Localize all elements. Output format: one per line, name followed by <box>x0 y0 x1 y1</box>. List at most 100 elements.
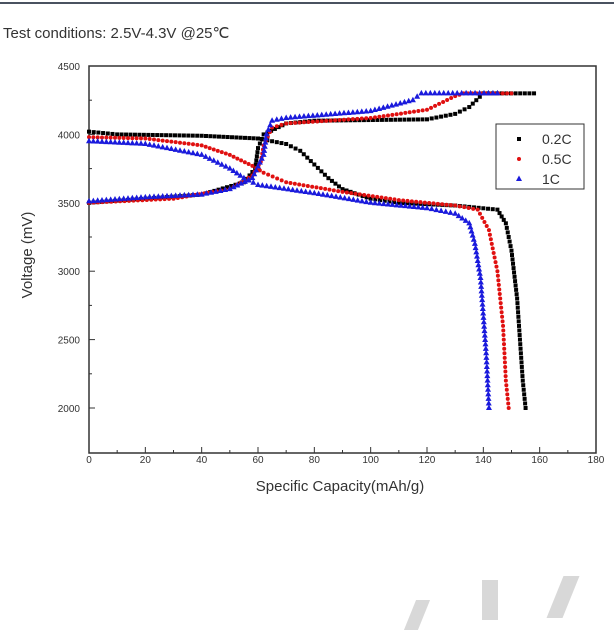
point-0.2C-charge <box>474 98 479 103</box>
point-0.5C-discharge <box>383 196 388 201</box>
point-0.2C-discharge <box>368 196 373 201</box>
point-1C-discharge <box>240 174 247 181</box>
point-1C-discharge <box>452 210 459 216</box>
point-1C-charge <box>384 103 391 109</box>
point-0.2C-discharge <box>401 201 406 206</box>
point-0.2C-discharge <box>507 239 512 244</box>
point-1C-discharge <box>485 399 492 406</box>
point-1C-discharge <box>447 209 454 215</box>
point-1C-charge <box>177 192 183 198</box>
point-0.5C-discharge <box>349 191 354 196</box>
point-1C-charge <box>269 117 276 123</box>
point-1C-charge <box>305 112 312 119</box>
point-0.2C-discharge <box>293 146 298 151</box>
point-0.5C-charge <box>407 110 412 115</box>
point-0.2C-discharge <box>208 134 213 139</box>
point-0.5C-discharge <box>126 136 130 141</box>
point-0.2C-discharge <box>508 244 513 249</box>
point-0.5C-discharge <box>340 189 345 194</box>
point-1C-discharge <box>467 223 474 230</box>
point-1C-discharge <box>237 172 244 178</box>
point-1C-discharge <box>380 200 387 207</box>
point-0.5C-charge <box>429 105 434 110</box>
point-0.5C-discharge <box>152 137 156 142</box>
x-tick-label: 140 <box>475 455 492 466</box>
point-0.2C-discharge <box>247 136 252 141</box>
point-0.5C-charge <box>399 111 403 116</box>
point-0.2C-discharge <box>517 328 522 333</box>
point-1C-charge <box>164 192 170 199</box>
point-0.5C-charge <box>341 117 346 122</box>
point-0.5C-discharge <box>505 392 510 397</box>
point-1C-discharge <box>476 270 483 276</box>
point-0.2C-discharge <box>238 135 243 140</box>
point-0.2C-discharge <box>298 148 303 153</box>
point-0.5C-discharge <box>366 193 371 198</box>
point-1C-charge <box>449 89 456 96</box>
point-0.2C-charge <box>250 170 255 175</box>
point-0.5C-discharge <box>503 364 508 369</box>
point-0.5C-discharge <box>448 203 453 208</box>
point-0.2C-discharge <box>141 132 146 137</box>
point-0.5C-charge <box>433 103 438 108</box>
point-0.5C-discharge <box>401 198 406 203</box>
point-0.5C-charge <box>355 116 360 121</box>
point-1C-charge <box>485 89 492 96</box>
point-0.5C-discharge <box>405 198 410 203</box>
point-0.5C-discharge <box>323 186 328 191</box>
point-0.2C-discharge <box>504 225 509 230</box>
point-0.2C-charge <box>261 132 266 137</box>
point-0.2C-discharge <box>115 132 120 137</box>
point-1C-charge <box>261 143 268 149</box>
watermark-stroke <box>482 580 498 620</box>
point-0.5C-charge <box>364 116 369 121</box>
point-0.2C-discharge <box>523 406 528 410</box>
point-1C-discharge <box>385 200 391 207</box>
point-0.5C-charge <box>381 114 386 119</box>
point-0.5C-discharge <box>186 141 191 146</box>
point-1C-charge <box>260 151 267 157</box>
point-1C-discharge <box>484 372 491 379</box>
legend-label: 1C <box>542 171 560 187</box>
point-0.5C-charge <box>301 120 306 125</box>
point-1C-discharge <box>112 139 118 145</box>
point-1C-charge <box>397 99 404 106</box>
point-0.5C-charge <box>279 122 284 127</box>
point-1C-discharge <box>484 381 491 388</box>
point-0.5C-discharge <box>505 396 510 401</box>
point-0.2C-charge <box>375 117 380 122</box>
x-tick-label: 160 <box>531 455 548 466</box>
point-1C-discharge <box>428 205 435 212</box>
point-0.2C-discharge <box>481 206 486 211</box>
point-1C-discharge <box>172 146 179 152</box>
point-0.2C-discharge <box>378 198 383 203</box>
point-1C-discharge <box>415 203 422 210</box>
point-0.2C-charge <box>443 113 448 118</box>
point-0.5C-charge <box>509 91 514 96</box>
point-0.5C-discharge <box>336 189 341 194</box>
point-0.5C-discharge <box>130 136 135 141</box>
point-0.5C-discharge <box>261 170 266 175</box>
point-1C-charge <box>463 89 470 96</box>
point-1C-charge <box>422 89 429 96</box>
point-0.2C-discharge <box>164 133 169 138</box>
point-0.5C-discharge <box>493 260 498 265</box>
point-0.5C-discharge <box>139 136 143 141</box>
point-0.2C-discharge <box>501 217 506 222</box>
point-1C-discharge <box>120 139 127 145</box>
point-1C-charge <box>251 170 258 177</box>
point-1C-charge <box>292 113 299 120</box>
point-0.5C-discharge <box>331 188 336 193</box>
point-0.5C-discharge <box>498 301 503 306</box>
point-0.5C-charge <box>437 101 442 106</box>
point-1C-discharge <box>406 203 413 209</box>
point-1C-discharge <box>480 318 487 325</box>
legend-marker-1C <box>516 175 522 181</box>
point-1C-discharge <box>159 143 166 150</box>
point-1C-discharge <box>328 192 335 199</box>
point-0.5C-charge <box>359 116 364 121</box>
y-tick-label: 3000 <box>58 267 81 278</box>
point-0.2C-discharge <box>336 184 341 189</box>
point-1C-discharge <box>483 358 490 365</box>
point-1C-charge <box>263 130 270 137</box>
